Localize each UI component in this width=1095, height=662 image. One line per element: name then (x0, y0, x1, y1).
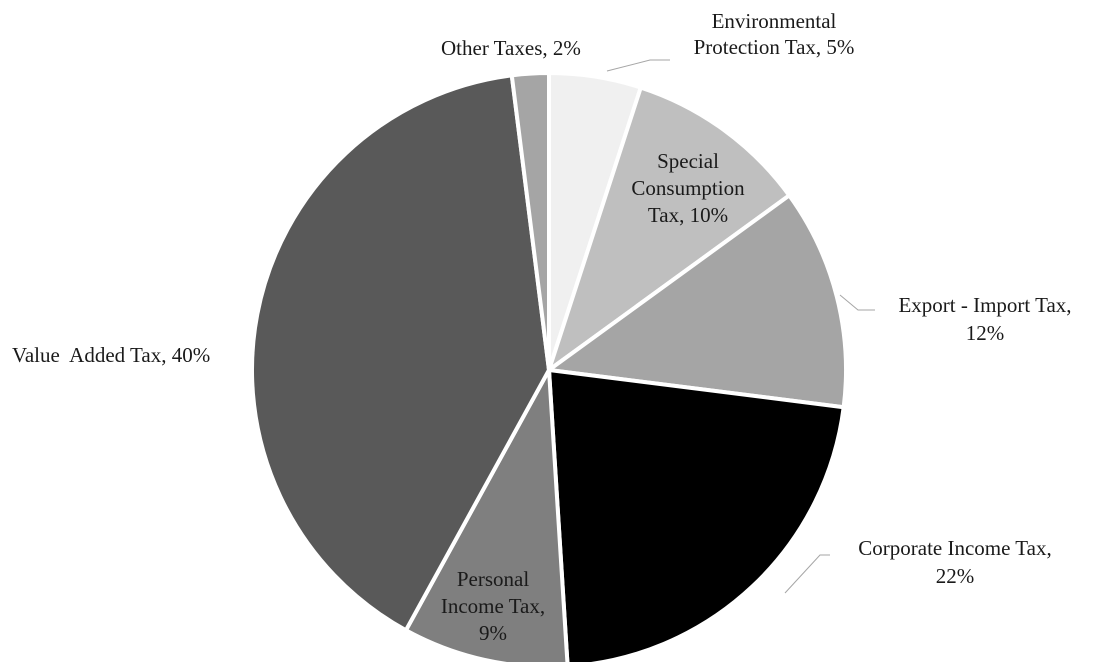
pie-slice-personal-income-tax (403, 368, 570, 662)
data-label-line: Consumption (631, 176, 745, 200)
data-label-special-consumption-tax: Special Consumption Tax, 10% (631, 149, 745, 227)
data-label-line: Income Tax, (441, 594, 545, 618)
leaders-layer (606, 59, 875, 594)
data-label-line: 9% (479, 621, 507, 645)
pie-slice-special-consumption-tax (547, 85, 792, 372)
data-label-line: Other Taxes, 2% (441, 36, 581, 60)
leader-line-corporate-income-tax (784, 554, 830, 594)
data-label-line: 12% (966, 321, 1005, 345)
pie-slice-corporate-income-tax (547, 368, 846, 662)
data-label-line: 22% (936, 564, 975, 588)
data-label-line: Export - Import Tax, (898, 293, 1071, 317)
data-label-other-taxes: Other Taxes, 2% (441, 36, 581, 60)
data-label-line: Corporate Income Tax, (858, 536, 1052, 560)
data-label-value-added-tax: Value Added Tax, 40% (12, 343, 210, 367)
data-label-environmental-protection-tax: Environmental Protection Tax, 5% (694, 9, 855, 59)
data-label-line: Value Added Tax, 40% (12, 343, 210, 367)
leader-line-export-import-tax (839, 294, 875, 311)
labels-layer: Environmental Protection Tax, 5% Special Co… (12, 9, 1072, 645)
data-label-personal-income-tax: Personal Income Tax, 9% (441, 567, 545, 645)
data-label-line: Environmental (712, 9, 837, 33)
pie-slice-export-import-tax (547, 193, 848, 410)
data-label-line: Personal (457, 567, 529, 591)
data-label-line: Tax, 10% (648, 203, 728, 227)
data-label-line: Protection Tax, 5% (694, 35, 855, 59)
pie-slice-value-added-tax (250, 73, 551, 633)
leader-line-environmental-protection-tax (606, 59, 670, 72)
pie-slice-other-taxes (509, 71, 551, 372)
slices-layer (250, 71, 848, 662)
data-label-corporate-income-tax: Corporate Income Tax, 22% (858, 536, 1052, 588)
data-label-line: Special (657, 149, 719, 173)
data-label-export-import-tax: Export - Import Tax, 12% (898, 293, 1071, 345)
